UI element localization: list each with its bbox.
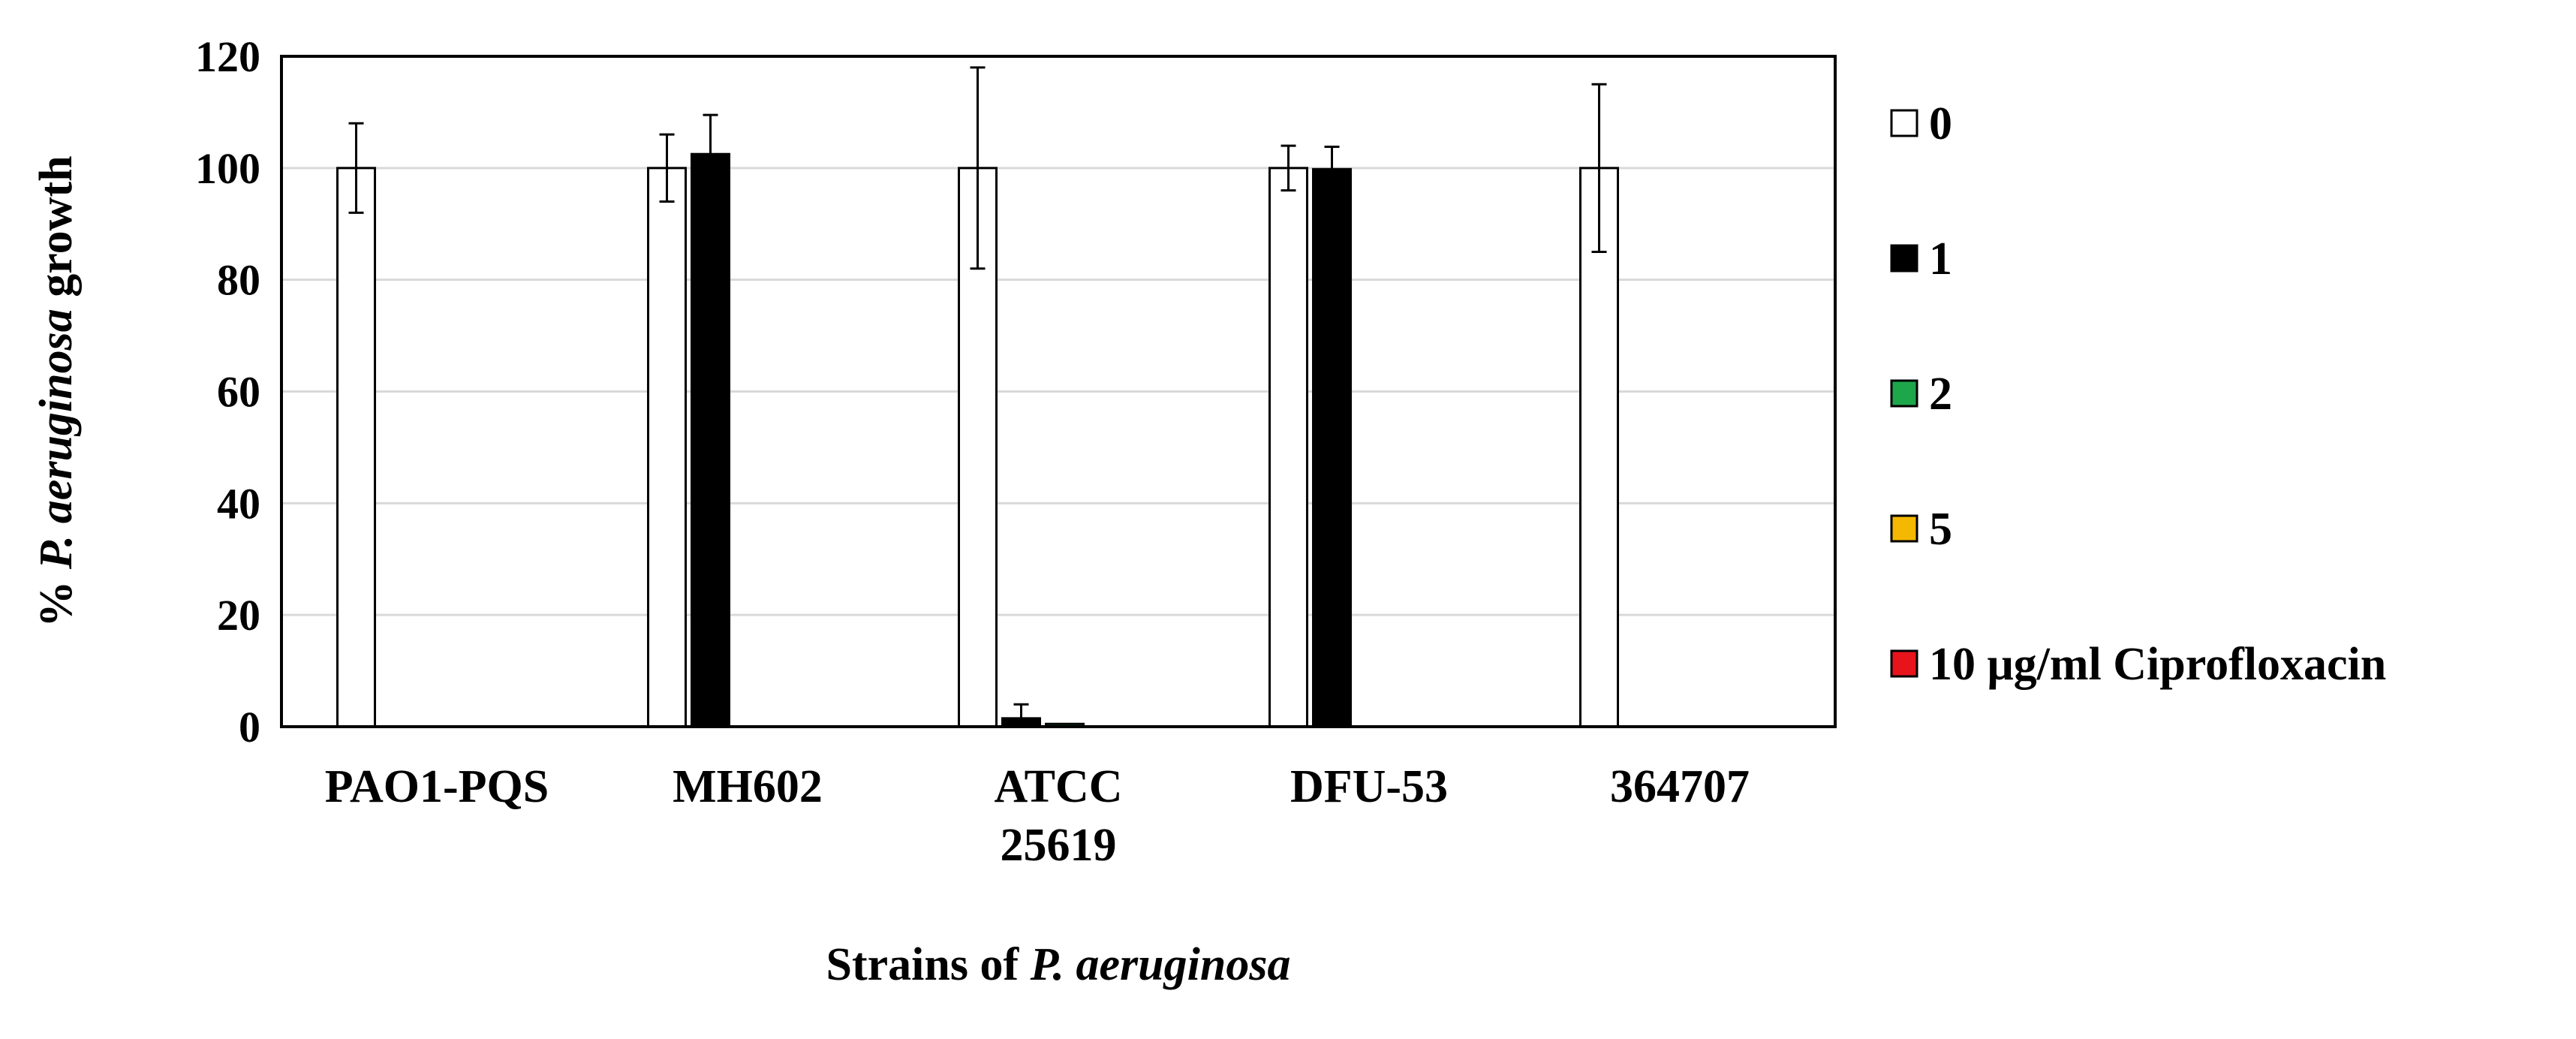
y-axis-label-suffix: growth (31, 155, 82, 309)
y-axis-label-italic: P. aeruginosa (31, 309, 82, 570)
x-tick-label: ATCC 25619 (994, 761, 1122, 871)
legend-swatch (1890, 379, 1918, 408)
legend-swatch (1890, 109, 1918, 137)
y-tick-label: 100 (195, 144, 260, 193)
legend-label: 1 (1929, 233, 1952, 285)
x-tick-label-line: 364707 (1610, 761, 1750, 812)
legend: 0 1 2 5 10 μg/ml Ciprofloxacin (1890, 98, 2386, 690)
bar (336, 167, 377, 728)
legend-label: 10 μg/ml Ciprofloxacin (1929, 639, 2386, 690)
y-axis-label: % P. aeruginosa growth (31, 155, 82, 627)
x-axis-label: Strains of P. aeruginosa (826, 939, 1291, 990)
legend-label: 2 (1929, 369, 1952, 420)
legend-label: 5 (1929, 504, 1952, 555)
x-tick-label-line: 25619 (1001, 820, 1117, 871)
bar (647, 167, 688, 728)
legend-label: 0 (1929, 98, 1952, 149)
legend-swatch (1890, 649, 1918, 678)
x-tick-label: PAO1-PQS (325, 761, 549, 812)
y-tick-labels: 0 20 40 60 80 100 120 (195, 32, 260, 751)
x-axis-label-prefix: Strains of (826, 939, 1031, 990)
grid (281, 167, 1835, 616)
error-bars (348, 66, 1607, 728)
x-tick-labels: PAO1-PQS MH602 ATCC 25619 DFU-53 364707 (325, 761, 1750, 871)
legend-swatch (1890, 514, 1918, 543)
x-tick-label-line: MH602 (673, 761, 823, 812)
bar (1579, 167, 1620, 728)
x-axis-label-italic: P. aeruginosa (1030, 939, 1291, 990)
legend-swatch (1890, 244, 1918, 273)
x-tick-label-line: DFU-53 (1290, 761, 1448, 812)
y-tick-label: 60 (217, 368, 260, 417)
x-tick-label: 364707 (1610, 761, 1750, 812)
x-tick-label-line: PAO1-PQS (325, 761, 549, 812)
x-tick-label-line: ATCC (994, 761, 1122, 812)
bar (1268, 167, 1309, 728)
x-tick-label: MH602 (673, 761, 823, 812)
y-tick-label: 120 (195, 32, 260, 81)
y-tick-label: 0 (239, 703, 260, 751)
y-tick-label: 20 (217, 591, 260, 640)
y-tick-label: 80 (217, 256, 260, 305)
y-axis-label-prefix: % (31, 569, 82, 628)
bar (1312, 167, 1353, 728)
plot-area (280, 55, 1837, 728)
bars (336, 152, 1620, 728)
x-tick-label: DFU-53 (1290, 761, 1448, 812)
bar (691, 152, 731, 728)
y-tick-label: 40 (217, 479, 260, 528)
